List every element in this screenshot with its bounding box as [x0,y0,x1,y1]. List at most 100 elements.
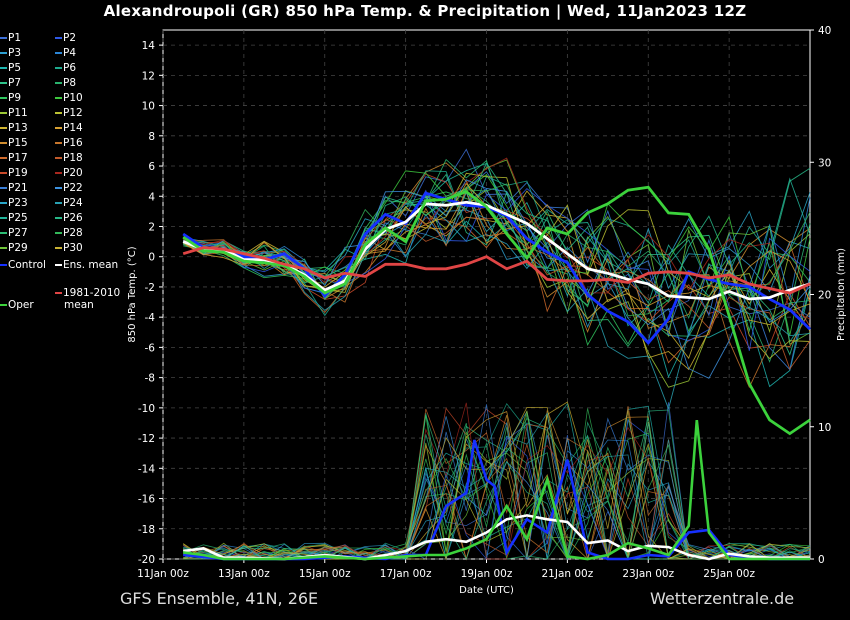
x-axis-label: Date (UTC) [459,585,514,596]
legend-label: P27 [8,227,28,239]
legend-item-control: Control [0,259,46,271]
legend-label: 1981-2010 [63,287,121,299]
legend-swatch [0,247,7,249]
ensemble-member-temp-line [183,186,811,389]
legend-swatch [0,187,7,189]
y-axis-label: 850 hPa Temp. (°C) [127,246,138,342]
legend-swatch [0,157,7,159]
ensemble-member-temp-line [183,179,811,379]
legend-item: P12 [55,107,83,119]
model-label: GFS Ensemble, 41N, 26E [120,589,319,608]
legend-label: P26 [63,212,83,224]
legend-swatch [55,202,62,204]
legend-swatch [55,127,62,129]
legend-swatch [0,97,7,99]
y-tick-label: 4 [148,191,155,203]
legend-item: P20 [55,167,83,179]
y2-tick-label: 10 [818,422,831,434]
legend-swatch [0,202,7,204]
legend-item: P13 [0,122,28,134]
legend-swatch [0,82,7,84]
x-tick-label: 19Jan 00z [461,568,513,580]
legend-label: P20 [63,167,83,179]
legend-item: P8 [55,77,76,89]
y-tick-label: -10 [138,403,155,415]
legend-swatch [55,82,62,84]
legend-item: P14 [55,122,83,134]
y2-tick-label: 20 [818,290,831,302]
legend-label: P9 [8,92,22,104]
source-label: Wetterzentrale.de [650,589,795,608]
legend-label: P1 [8,32,22,44]
legend-label: P17 [8,152,28,164]
legend-swatch [0,142,7,144]
x-tick-label: 13Jan 00z [218,568,270,580]
x-tick-label: 23Jan 00z [622,568,674,580]
x-tick-label: 17Jan 00z [380,568,432,580]
y-tick-label: -2 [145,282,155,294]
legend-label: P13 [8,122,28,134]
legend-swatch [55,37,62,39]
legend-swatch [55,187,62,189]
ensemble-member-precip-line [183,416,811,561]
legend-item: P19 [0,167,28,179]
legend-item: P18 [55,152,83,164]
legend-swatch [0,304,7,306]
y-tick-label: 2 [148,221,155,233]
legend-item: P7 [0,77,21,89]
y-tick-label: -20 [138,554,155,566]
legend-swatch [0,232,7,234]
legend-label: P7 [8,77,22,89]
legend-swatch [55,97,62,99]
legend-label: P4 [63,47,77,59]
y-tick-label: 0 [148,252,155,264]
legend-item: P15 [0,137,28,149]
legend-item-climate: 1981-2010 mean [55,287,120,311]
legend-swatch [0,172,7,174]
ensemble-member-temp-line [183,183,811,317]
legend-label: P24 [63,197,83,209]
legend-item: P28 [55,227,83,239]
temp-line-oper [182,185,811,436]
legend-item: P3 [0,47,21,59]
legend-label: P23 [8,197,28,209]
legend-label: P25 [8,212,28,224]
legend-swatch [55,217,62,219]
legend-item: P4 [55,47,76,59]
legend-label: P11 [8,107,28,119]
x-tick-label: 15Jan 00z [299,568,351,580]
legend-swatch [55,67,62,69]
ensemble-member-precip-line [183,406,811,560]
legend-label: P10 [63,92,83,104]
legend-item: P17 [0,152,28,164]
legend-swatch [55,247,62,249]
legend-swatch [0,112,7,114]
legend-item: P29 [0,242,28,254]
legend-swatch [55,142,62,144]
legend-item: P30 [55,242,83,254]
legend-label: P8 [63,77,77,89]
legend-label: P2 [63,32,77,44]
y-tick-label: 14 [142,40,156,52]
y-tick-label: 6 [148,161,155,173]
y-tick-label: -14 [138,463,155,475]
ensemble-member-precip-line [183,418,811,560]
legend-swatch [0,264,7,266]
legend-item: P27 [0,227,28,239]
legend-swatch [0,217,7,219]
y-tick-label: -8 [145,373,155,385]
legend-swatch [0,127,7,129]
x-tick-label: 21Jan 00z [541,568,593,580]
legend: P1 P3 P5 P7 P9 P11 P13 P15 P17 P19 P21 P23 P25 P27 P29… [0,32,135,332]
legend-item: P24 [55,197,83,209]
legend-swatch [55,232,62,234]
legend-item: P23 [0,197,28,209]
y-tick-label: -12 [138,433,155,445]
legend-item: P9 [0,92,21,104]
legend-label: mean [64,299,94,311]
legend-item: P6 [55,62,76,74]
y-tick-label: -6 [145,342,156,354]
legend-swatch [0,52,7,54]
y-tick-label: -4 [145,312,156,324]
legend-swatch [55,112,62,114]
